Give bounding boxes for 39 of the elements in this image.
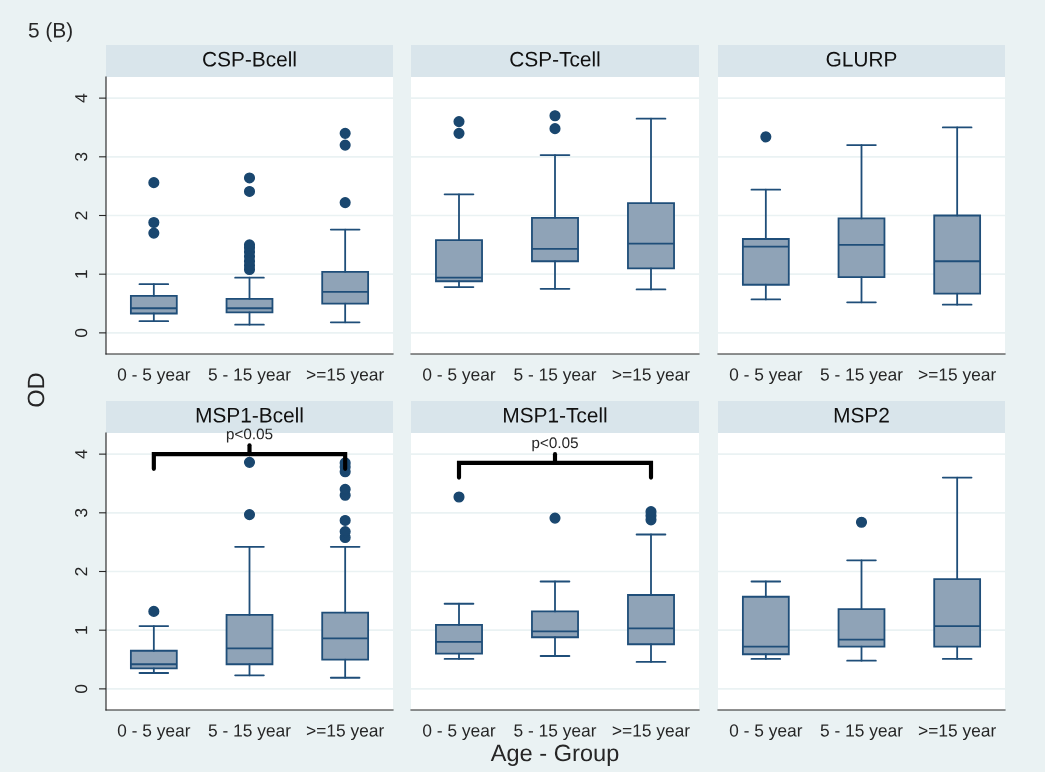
chart-title: MSP1-Bcell: [196, 407, 303, 423]
x-tick-label: >=15 year: [612, 724, 690, 741]
y-tick-label: 4: [75, 449, 88, 459]
x-tick-label: >=15 year: [306, 724, 384, 741]
x-tick-label: 0 - 5 year: [117, 724, 191, 741]
x-tick-label: 0 - 5 year: [729, 368, 803, 385]
chart-title: CSP-Bcell: [203, 51, 296, 67]
y-tick-label: 3: [75, 508, 88, 517]
x-tick-label: >=15 year: [918, 724, 996, 741]
x-tick-label: 5 - 15 year: [208, 368, 291, 385]
x-tick-label: 0 - 5 year: [729, 724, 803, 741]
x-tick-label: >=15 year: [918, 368, 996, 385]
y-tick-label: 1: [75, 626, 88, 634]
x-tick-label: 0 - 5 year: [423, 368, 496, 385]
x-tick-label: 5 - 15 year: [514, 724, 597, 741]
y-tick-label: 0: [75, 684, 88, 694]
y-axis-title: OD: [27, 373, 45, 407]
x-tick-label: 5 - 15 year: [514, 368, 597, 385]
x-axis-title: Age - Group: [490, 744, 619, 767]
text: 5 (B): [28, 22, 72, 42]
y-tick-label: 1: [75, 270, 88, 278]
x-tick-label: >=15 year: [306, 368, 384, 385]
chart-title: MSP1-Tcell: [504, 407, 607, 423]
y-tick-label: 4: [75, 93, 88, 103]
x-tick-label: 0 - 5 year: [423, 724, 496, 741]
y-tick-label: 2: [75, 211, 88, 220]
chart-title: GLURP: [826, 51, 897, 67]
x-tick-label: 5 - 15 year: [820, 724, 903, 741]
annotation: p<0.05: [532, 437, 578, 452]
annotation: p<0.05: [226, 428, 273, 443]
y-tick-label: 0: [75, 328, 88, 338]
y-tick-label: 2: [75, 567, 88, 576]
chart-title: MSP2: [834, 407, 889, 423]
x-tick-label: 5 - 15 year: [820, 368, 903, 385]
x-tick-label: >=15 year: [612, 368, 690, 385]
x-tick-label: 0 - 5 year: [117, 368, 191, 385]
y-tick-label: 3: [75, 152, 88, 161]
x-tick-label: 5 - 15 year: [208, 724, 291, 741]
chart-title: CSP-Tcell: [510, 51, 600, 67]
